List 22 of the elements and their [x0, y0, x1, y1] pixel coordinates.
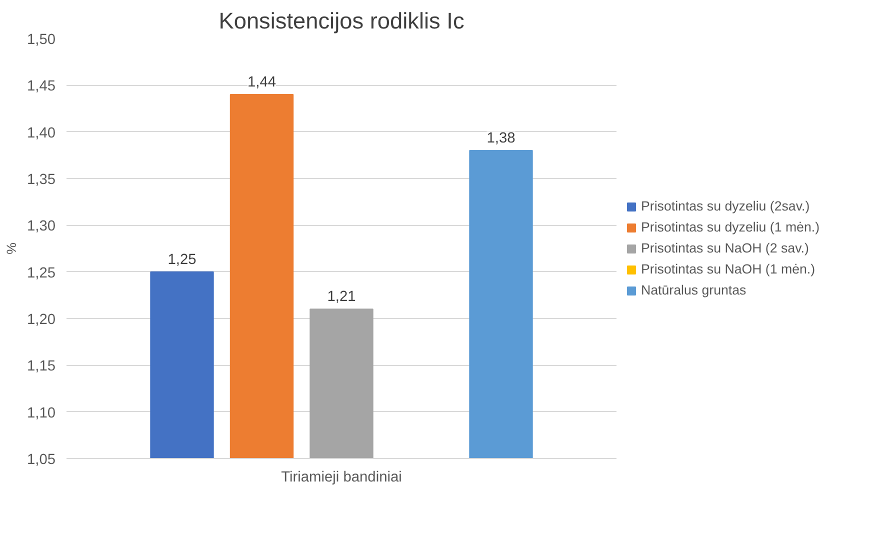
y-tick-label: 1,35	[26, 172, 56, 188]
y-tick-label: 1,20	[26, 312, 56, 328]
legend-label: Natūralus gruntas	[641, 282, 746, 298]
y-tick-label: 1,10	[26, 405, 56, 422]
legend-label: Prisotintas su dyzeliu (2sav.)	[641, 198, 810, 214]
y-axis-title: %	[4, 242, 19, 254]
data-label: 1,25	[168, 252, 196, 268]
y-tick-label: 1,25	[26, 265, 56, 282]
chart-title: Konsistencijos rodiklis Ic	[218, 8, 464, 34]
data-label: 1,38	[486, 130, 516, 146]
y-tick-label: 1,30	[26, 218, 56, 235]
y-tick-label: 1,50	[26, 32, 56, 48]
legend-label: Prisotintas su dyzeliu (1 mėn.)	[641, 220, 820, 234]
legend-label: Prisotintas su NaOH (2 sav.)	[641, 240, 809, 256]
y-tick-label: 1,45	[26, 78, 56, 95]
x-tick-label: Tiriamieji bandiniai	[281, 470, 402, 486]
y-tick-label: 1,15	[26, 358, 56, 375]
legend-label: Prisotintas su NaOH (1 mėn.)	[641, 262, 816, 276]
data-label: 1,21	[327, 289, 356, 306]
y-tick-label: 1,40	[26, 125, 56, 142]
data-label: 1,44	[247, 74, 276, 90]
y-tick-label: 1,05	[26, 452, 56, 468]
